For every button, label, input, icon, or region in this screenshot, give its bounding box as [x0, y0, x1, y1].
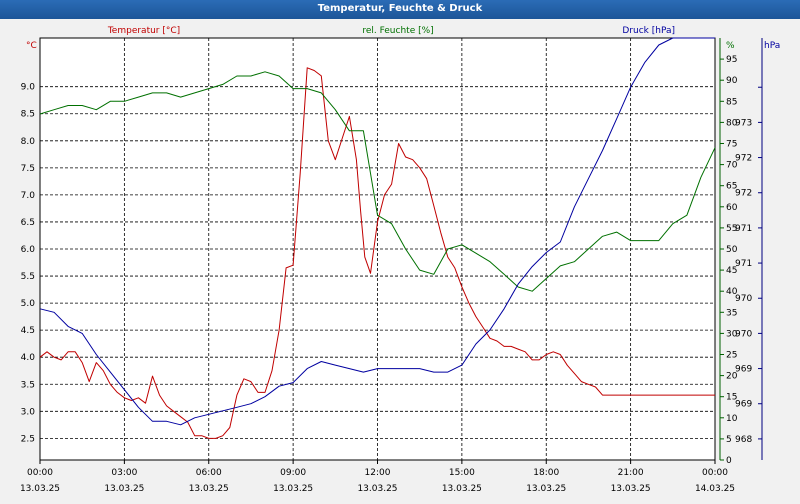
- x-tick-time: 06:00: [196, 468, 222, 478]
- y-tick-pressure: 969: [735, 365, 752, 375]
- series-lines: [39, 37, 716, 439]
- y-tick-humidity: 5: [726, 435, 732, 445]
- y-tick-temperature: 3.0: [21, 407, 36, 417]
- y-tick-humidity: 40: [726, 287, 738, 297]
- y-tick-humidity: 25: [726, 351, 737, 361]
- y-unit-humidity: %: [726, 41, 735, 51]
- y-tick-pressure: 971: [735, 224, 752, 234]
- x-tick-time: 15:00: [449, 468, 475, 478]
- y-tick-humidity: 85: [726, 97, 737, 107]
- window-title: Temperatur, Feuchte & Druck: [0, 0, 800, 19]
- y-tick-humidity: 45: [726, 266, 737, 276]
- y-tick-humidity: 20: [726, 372, 738, 382]
- y-tick-humidity: 90: [726, 76, 738, 86]
- y-tick-temperature: 8.5: [21, 110, 35, 120]
- y-tick-humidity: 60: [726, 203, 738, 213]
- x-tick-time: 00:00: [27, 468, 53, 478]
- y-tick-pressure: 970: [735, 329, 752, 339]
- y-tick-humidity: 50: [726, 245, 738, 255]
- y-tick-pressure: 972: [735, 189, 752, 199]
- y-unit-pressure: hPa: [764, 41, 780, 51]
- y-tick-humidity: 10: [726, 414, 738, 424]
- y-tick-pressure: 969: [735, 400, 752, 410]
- y-tick-humidity: 75: [726, 140, 737, 150]
- chart-frame: Temperatur [°C] rel. Feuchte [%] Druck [hP…: [0, 19, 800, 500]
- legend: Temperatur [°C] rel. Feuchte [%] Druck [hP…: [107, 26, 675, 36]
- y-tick-temperature: 7.0: [21, 191, 36, 201]
- x-tick-date: 14.03.25: [695, 484, 735, 494]
- y-tick-humidity: 35: [726, 308, 737, 318]
- legend-label: rel. Feuchte [%]: [362, 26, 433, 36]
- y-tick-humidity: 55: [726, 224, 737, 234]
- series-line: [39, 71, 716, 292]
- x-tick-time: 00:00: [702, 468, 728, 478]
- y-tick-humidity: 95: [726, 55, 737, 65]
- y-tick-humidity: 30: [726, 329, 738, 339]
- legend-label: Druck [hPa]: [622, 26, 675, 36]
- y-tick-pressure: 970: [735, 294, 752, 304]
- x-tick-time: 12:00: [365, 468, 391, 478]
- y-tick-temperature: 5.5: [21, 272, 35, 282]
- y-tick-humidity: 80: [726, 118, 738, 128]
- y-tick-temperature: 4.0: [21, 353, 36, 363]
- y-tick-humidity: 70: [726, 161, 738, 171]
- x-tick-time: 18:00: [533, 468, 559, 478]
- x-tick-date: 13.03.25: [104, 484, 144, 494]
- y-tick-temperature: 4.5: [21, 326, 35, 336]
- y-tick-pressure: 968: [735, 435, 752, 445]
- y-tick-temperature: 6.5: [21, 218, 35, 228]
- y-tick-temperature: 7.5: [21, 164, 35, 174]
- y-tick-temperature: 2.5: [21, 434, 35, 444]
- x-tick-date: 13.03.25: [20, 484, 60, 494]
- y-tick-temperature: 5.0: [21, 299, 36, 309]
- y-tick-humidity: 15: [726, 393, 737, 403]
- y-tick-temperature: 9.0: [21, 83, 36, 93]
- x-tick-date: 13.03.25: [526, 484, 566, 494]
- y-tick-temperature: 3.5: [21, 380, 35, 390]
- x-tick-date: 13.03.25: [189, 484, 229, 494]
- axes: 00:00 13.03.25 03:00 13.03.25 06:00 13.03.25 0…: [20, 38, 780, 494]
- x-tick-date: 13.03.25: [357, 484, 397, 494]
- legend-label: Temperatur [°C]: [107, 26, 180, 36]
- x-tick-date: 13.03.25: [442, 484, 482, 494]
- y-tick-temperature: 8.0: [21, 137, 36, 147]
- y-tick-pressure: 972: [735, 154, 752, 164]
- x-tick-date: 13.03.25: [273, 484, 313, 494]
- series-line: [39, 37, 715, 426]
- y-tick-pressure: 973: [735, 118, 752, 128]
- x-tick-time: 21:00: [618, 468, 644, 478]
- chart-svg: Temperatur [°C] rel. Feuchte [%] Druck [hP…: [20, 26, 780, 494]
- x-tick-time: 03:00: [111, 468, 137, 478]
- y-tick-humidity: 0: [726, 456, 732, 466]
- y-tick-pressure: 971: [735, 259, 752, 269]
- y-unit-temperature: °C: [26, 41, 37, 51]
- x-tick-time: 09:00: [280, 468, 306, 478]
- series-line: [39, 67, 715, 439]
- y-tick-humidity: 65: [726, 182, 737, 192]
- y-tick-temperature: 6.0: [21, 245, 36, 255]
- x-tick-date: 13.03.25: [611, 484, 651, 494]
